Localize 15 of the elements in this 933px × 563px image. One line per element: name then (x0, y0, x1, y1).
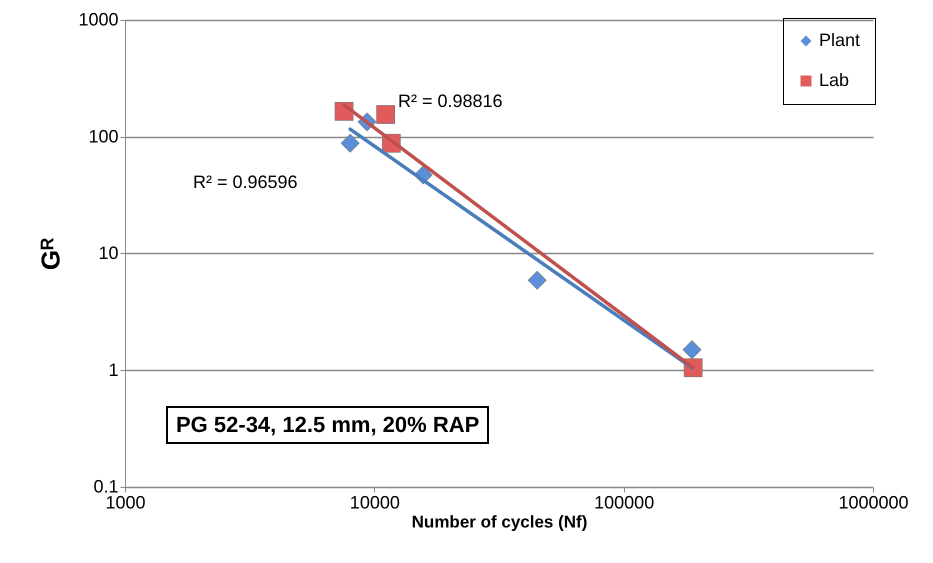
y-tick-label: 1 (108, 360, 118, 380)
x-tick-label: 1000000 (838, 492, 909, 512)
y-tick-label: 100 (88, 126, 118, 146)
legend-label: Lab (819, 70, 850, 90)
x-tick-label: 10000 (350, 492, 400, 512)
annotation: R² = 0.98816 (398, 91, 503, 112)
x-tick-label: 100000 (594, 492, 654, 512)
annotation: R² = 0.96596 (193, 172, 298, 193)
y-tick-label: 1000 (78, 10, 118, 30)
legend-label: Plant (819, 30, 860, 50)
x-axis-title: Number of cycles (Nf) (412, 512, 588, 532)
annotation: PG 52-34, 12.5 mm, 20% RAP (166, 406, 490, 444)
y-tick-label: 0.1 (93, 476, 118, 496)
y-tick-label: 10 (98, 243, 118, 263)
y-axis-title: Gᴿ (35, 238, 66, 270)
